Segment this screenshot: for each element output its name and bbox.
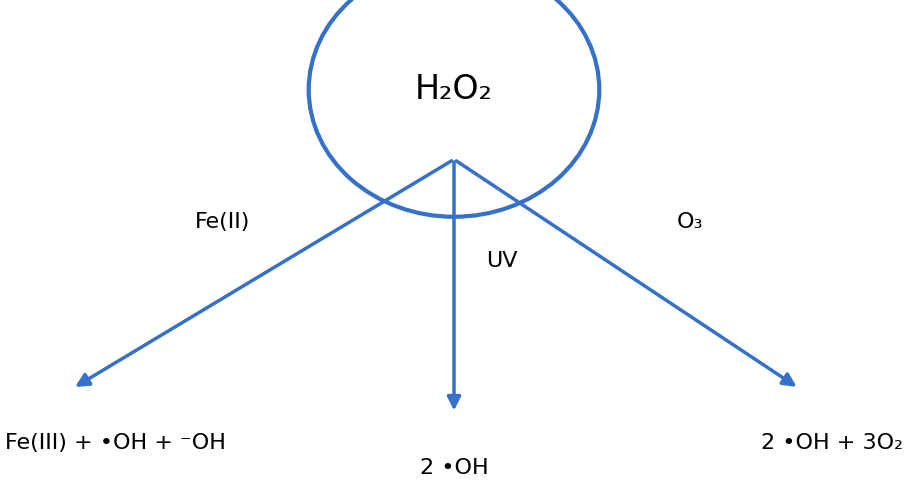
Text: Fe(III) + •OH + ⁻OH: Fe(III) + •OH + ⁻OH (5, 433, 225, 453)
Text: UV: UV (486, 251, 518, 271)
Text: Fe(II): Fe(II) (195, 212, 250, 232)
Text: O₃: O₃ (676, 212, 703, 232)
Text: 2 •OH: 2 •OH (419, 458, 489, 478)
Text: H₂O₂: H₂O₂ (415, 73, 493, 106)
Text: 2 •OH + 3O₂: 2 •OH + 3O₂ (762, 433, 903, 453)
